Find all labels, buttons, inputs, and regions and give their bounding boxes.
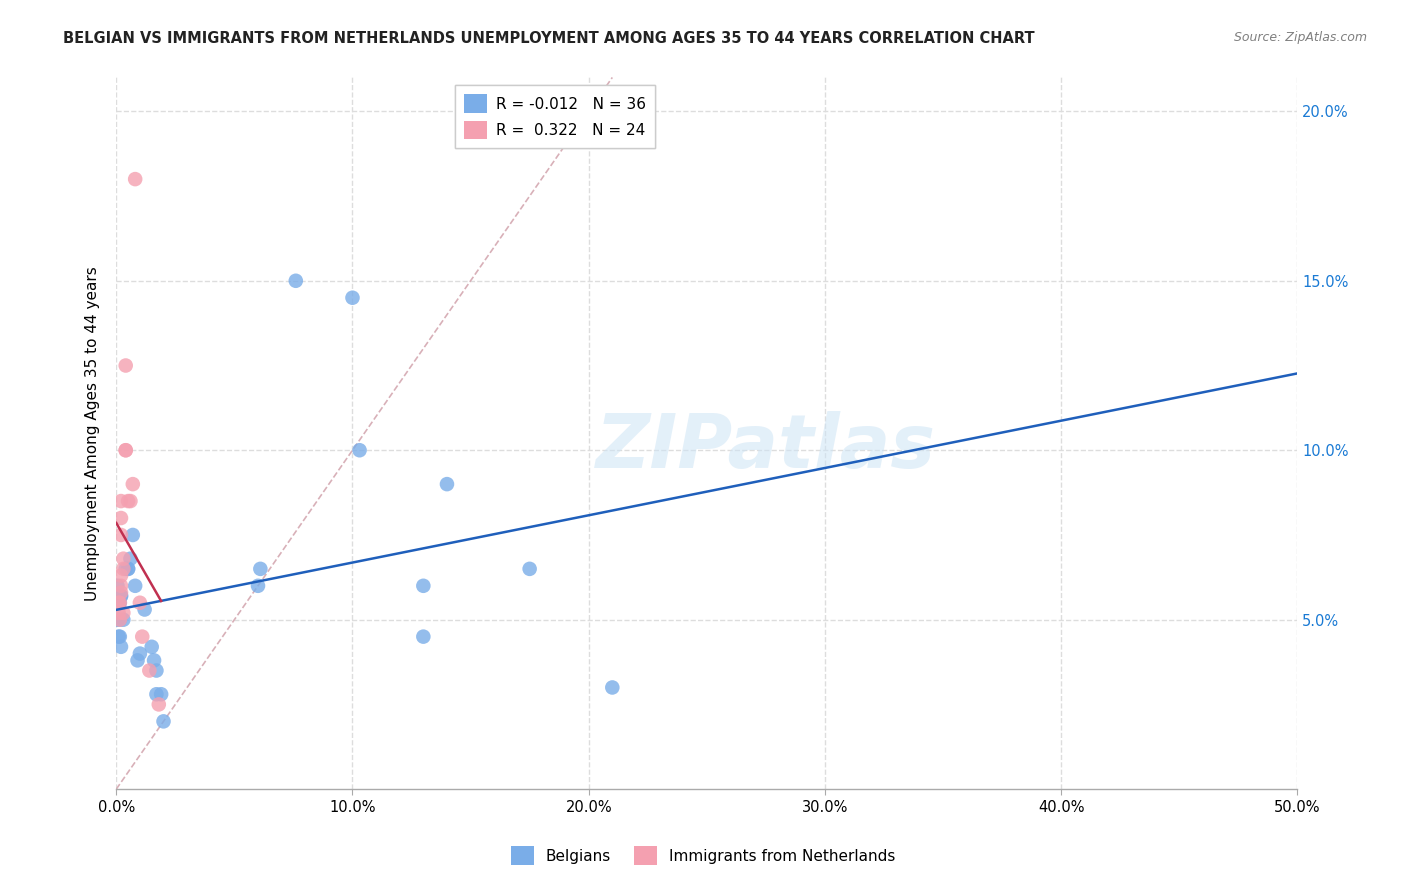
- Point: [107, 606, 129, 620]
- Text: Source: ZipAtlas.com: Source: ZipAtlas.com: [1233, 31, 1367, 45]
- Point: [150, 687, 173, 701]
- Text: BELGIAN VS IMMIGRANTS FROM NETHERLANDS UNEMPLOYMENT AMONG AGES 35 TO 44 YEARS CO: BELGIAN VS IMMIGRANTS FROM NETHERLANDS U…: [63, 31, 1035, 46]
- Point: [110, 589, 132, 603]
- Point: [152, 714, 174, 729]
- Point: [117, 494, 139, 508]
- Point: [114, 359, 136, 373]
- Point: [110, 640, 132, 654]
- Point: [110, 528, 132, 542]
- Point: [148, 698, 170, 712]
- Point: [110, 585, 132, 599]
- Point: [249, 562, 271, 576]
- Point: [128, 596, 150, 610]
- Point: [246, 579, 269, 593]
- Point: [138, 664, 160, 678]
- Point: [120, 494, 142, 508]
- Point: [121, 477, 143, 491]
- Point: [112, 613, 135, 627]
- Point: [112, 562, 135, 576]
- Point: [349, 443, 371, 458]
- Text: ZIPatlas: ZIPatlas: [596, 411, 936, 484]
- Point: [110, 511, 132, 525]
- Point: [127, 653, 149, 667]
- Point: [117, 562, 139, 576]
- Point: [124, 172, 146, 186]
- Point: [519, 562, 541, 576]
- Point: [108, 613, 131, 627]
- Point: [112, 551, 135, 566]
- Point: [145, 687, 167, 701]
- Point: [114, 443, 136, 458]
- Point: [108, 596, 131, 610]
- Point: [114, 443, 136, 458]
- Point: [110, 568, 132, 582]
- Point: [342, 291, 364, 305]
- Point: [134, 602, 156, 616]
- Point: [284, 274, 307, 288]
- Point: [143, 653, 166, 667]
- Y-axis label: Unemployment Among Ages 35 to 44 years: Unemployment Among Ages 35 to 44 years: [86, 266, 100, 600]
- Point: [107, 596, 129, 610]
- Point: [117, 562, 139, 576]
- Point: [110, 494, 132, 508]
- Point: [108, 613, 131, 627]
- Legend: Belgians, Immigrants from Netherlands: Belgians, Immigrants from Netherlands: [505, 840, 901, 871]
- Point: [412, 579, 434, 593]
- Point: [145, 664, 167, 678]
- Point: [436, 477, 458, 491]
- Point: [120, 551, 142, 566]
- Point: [114, 562, 136, 576]
- Point: [107, 579, 129, 593]
- Legend: R = -0.012   N = 36, R =  0.322   N = 24: R = -0.012 N = 36, R = 0.322 N = 24: [454, 85, 655, 148]
- Point: [602, 681, 624, 695]
- Point: [124, 579, 146, 593]
- Point: [107, 630, 129, 644]
- Point: [107, 596, 129, 610]
- Point: [108, 630, 131, 644]
- Point: [110, 589, 132, 603]
- Point: [131, 630, 153, 644]
- Point: [112, 606, 135, 620]
- Point: [141, 640, 163, 654]
- Point: [110, 579, 132, 593]
- Point: [107, 613, 129, 627]
- Point: [128, 647, 150, 661]
- Point: [412, 630, 434, 644]
- Point: [108, 596, 131, 610]
- Point: [121, 528, 143, 542]
